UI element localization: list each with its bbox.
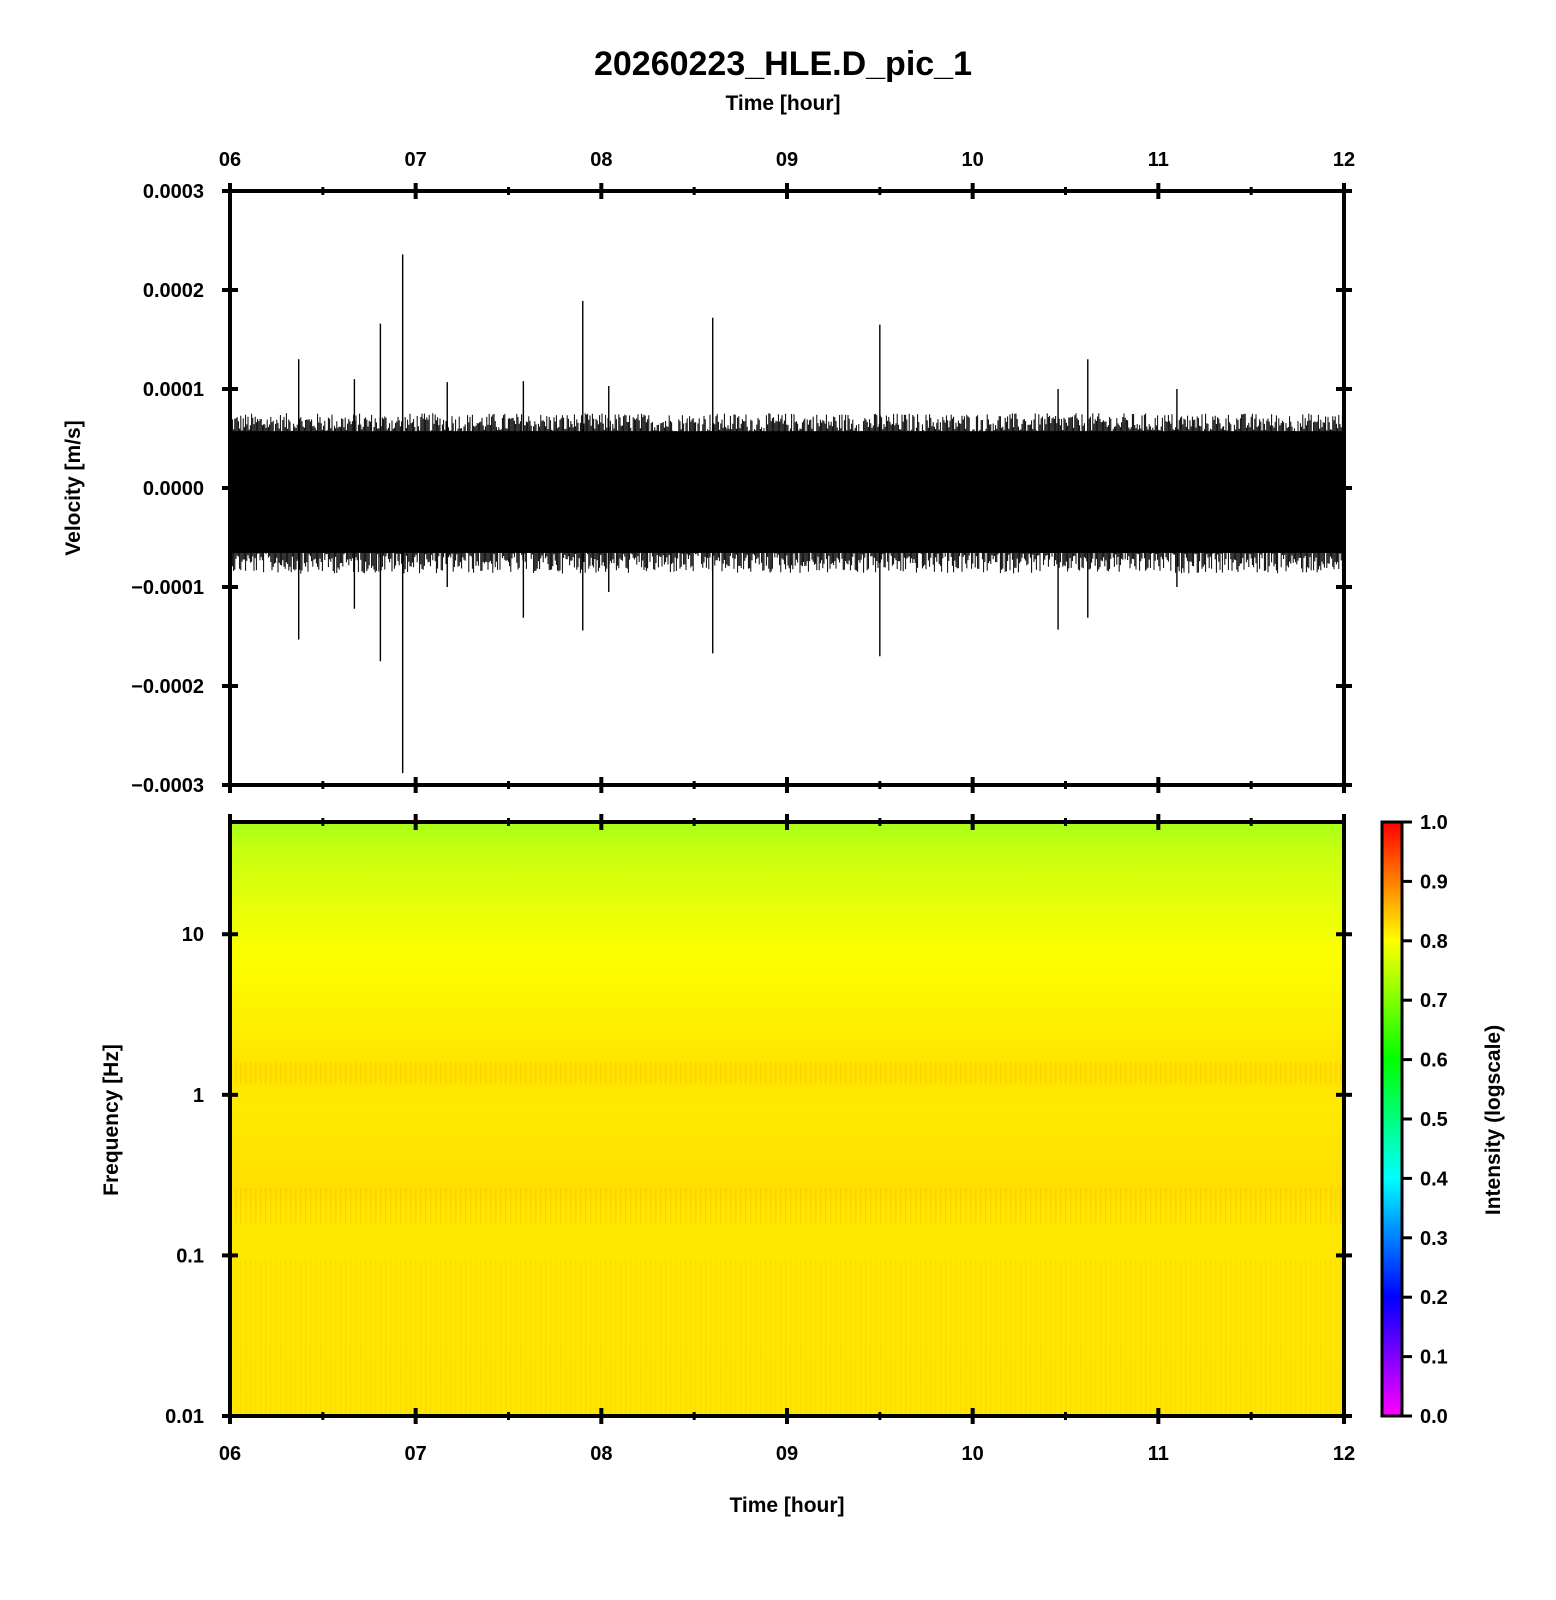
frequency-y-axis-label: Frequency [Hz] xyxy=(100,1044,123,1196)
x-tick-label: 07 xyxy=(405,149,427,171)
y-tick-label: 0.0003 xyxy=(143,181,204,203)
y-tick-label: −0.0001 xyxy=(131,577,204,599)
colorbar-tick-label: 1.0 xyxy=(1420,812,1448,834)
y-tick-label: 0.0001 xyxy=(143,379,204,401)
colorbar-tick-label: 0.6 xyxy=(1420,1050,1448,1072)
x-tick-label: 11 xyxy=(1148,149,1169,171)
spectrogram-band-0.2hz xyxy=(230,1188,1344,1224)
spectrogram-band-low xyxy=(230,1260,1344,1416)
x-tick-label: 10 xyxy=(962,1443,984,1465)
colorbar-tick-label: 0.7 xyxy=(1420,990,1448,1012)
y-tick-label: 0.0000 xyxy=(143,478,204,500)
colorbar-label: Intensity (logscale) xyxy=(1482,1025,1505,1215)
velocity-y-ticks: 0.0003 0.0002 0.0001 0.0000 −0.0001 −0.0002 −0… xyxy=(131,181,1352,797)
y-tick-label: −0.0002 xyxy=(131,676,204,698)
spectrogram-panel: 06 07 08 09 10 11 12 10 1 0.1 0.01 Frequency [Hz]… xyxy=(100,812,1505,1517)
x-tick-label: 12 xyxy=(1333,149,1355,171)
bottom-x-axis-label: Time [hour] xyxy=(729,1494,844,1517)
x-tick-label: 07 xyxy=(405,1443,427,1465)
spectrogram-band-1hz xyxy=(230,1062,1344,1084)
colorbar-tick-label: 0.5 xyxy=(1420,1109,1448,1131)
velocity-y-axis-label: Velocity [m/s] xyxy=(62,420,85,555)
spectrogram-y-ticks: 10 1 0.1 0.01 xyxy=(165,924,1352,1428)
x-tick-label: 08 xyxy=(590,149,612,171)
velocity-panel: 06 07 08 09 10 11 12 0.0003 0.0002 0.0001 0.0000 −… xyxy=(62,149,1355,797)
y-tick-label: 0.1 xyxy=(176,1245,204,1267)
velocity-x-ticks: 06 07 08 09 10 11 12 xyxy=(219,149,1355,793)
colorbar-ticks: 1.0 0.9 0.8 0.7 0.6 0.5 0.4 0.3 0.2 0.1 0.0 xyxy=(1402,812,1449,1428)
x-tick-label: 12 xyxy=(1333,1443,1355,1465)
x-tick-label: 09 xyxy=(776,149,798,171)
colorbar-tick-label: 0.1 xyxy=(1420,1347,1448,1369)
colorbar-tick-label: 0.9 xyxy=(1420,871,1448,893)
colorbar-tick-label: 0.3 xyxy=(1420,1228,1448,1250)
colorbar xyxy=(1382,822,1402,1416)
x-tick-label: 09 xyxy=(776,1443,798,1465)
x-tick-label: 06 xyxy=(219,149,241,171)
colorbar-tick-label: 0.4 xyxy=(1420,1168,1449,1190)
x-tick-label: 06 xyxy=(219,1443,241,1465)
x-tick-label: 11 xyxy=(1148,1443,1169,1465)
colorbar-tick-label: 0.8 xyxy=(1420,931,1448,953)
chart-title: 20260223_HLE.D_pic_1 xyxy=(594,45,972,83)
velocity-trace xyxy=(229,254,1345,774)
y-tick-label: 10 xyxy=(182,924,204,946)
x-tick-label: 08 xyxy=(590,1443,612,1465)
colorbar-tick-label: 0.0 xyxy=(1420,1406,1448,1428)
y-tick-label: 0.01 xyxy=(165,1406,204,1428)
y-tick-label: −0.0003 xyxy=(131,775,204,797)
top-x-axis-label: Time [hour] xyxy=(725,92,840,115)
colorbar-tick-label: 0.2 xyxy=(1420,1287,1448,1309)
y-tick-label: 1 xyxy=(193,1085,204,1107)
x-tick-label: 10 xyxy=(962,149,984,171)
y-tick-label: 0.0002 xyxy=(143,280,204,302)
